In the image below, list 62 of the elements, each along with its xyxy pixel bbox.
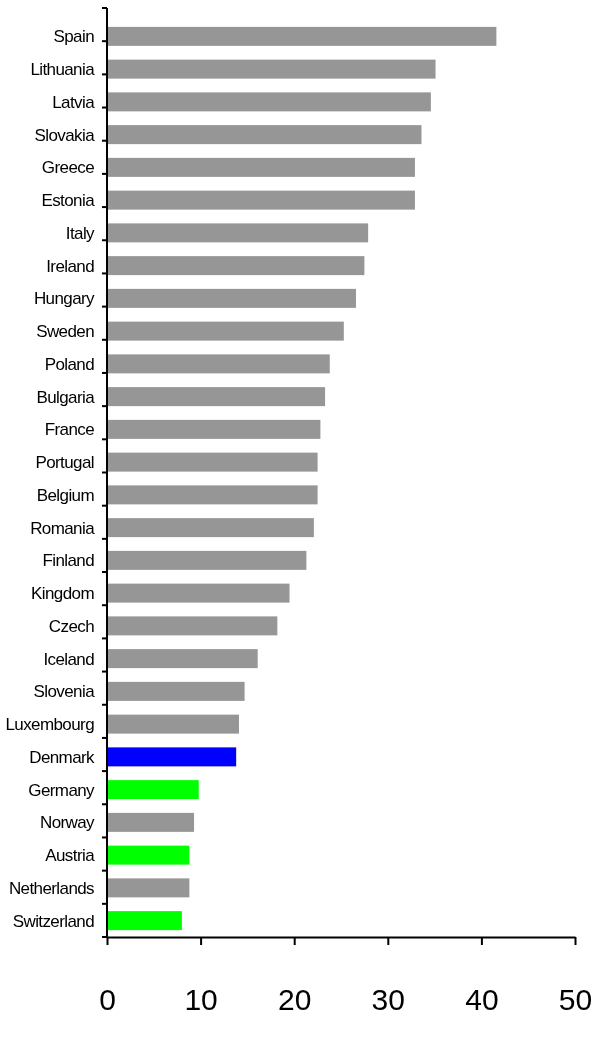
bar xyxy=(107,190,415,210)
bar xyxy=(107,845,190,865)
bar xyxy=(107,321,344,341)
y-tick-label: Belgium xyxy=(36,485,95,505)
y-tick-label: Luxembourg xyxy=(5,715,95,735)
bar xyxy=(107,354,330,374)
y-tick-label: Finland xyxy=(42,551,95,571)
x-tick-label: 40 xyxy=(465,983,499,1017)
bar xyxy=(107,26,497,46)
bar xyxy=(107,59,436,79)
bar xyxy=(107,387,326,407)
bar xyxy=(107,550,307,570)
bar xyxy=(107,223,369,243)
y-tick-label: Sweden xyxy=(36,322,95,342)
bar xyxy=(107,780,199,800)
y-tick-label: Austria xyxy=(45,846,96,866)
y-tick-label: France xyxy=(44,420,95,440)
y-tick-label: Netherlands xyxy=(8,878,95,898)
bar xyxy=(107,812,195,832)
y-tick-label: Romania xyxy=(30,518,96,538)
y-tick-label: Slovenia xyxy=(33,682,96,702)
bar xyxy=(107,878,190,898)
bar xyxy=(107,485,318,505)
bar xyxy=(107,125,422,145)
bar xyxy=(107,92,431,112)
y-tick-label: Portugal xyxy=(35,453,94,473)
y-tick-label: Ireland xyxy=(46,256,95,276)
y-tick-label: Lithuania xyxy=(30,60,96,80)
y-tick-label: Italy xyxy=(65,223,96,243)
x-tick-label: 10 xyxy=(184,983,218,1017)
bar xyxy=(107,583,290,603)
y-tick-label: Latvia xyxy=(52,92,96,112)
y-tick-label: Bulgaria xyxy=(36,387,96,407)
bar xyxy=(107,518,314,538)
y-tick-label: Switzerland xyxy=(12,911,95,931)
y-tick-label: Denmark xyxy=(29,747,96,767)
bar xyxy=(107,157,415,177)
y-tick-label: Czech xyxy=(48,616,95,636)
bar xyxy=(107,288,356,308)
y-tick-label: Greece xyxy=(41,158,95,178)
x-tick-label: 20 xyxy=(278,983,312,1017)
bar xyxy=(107,911,182,931)
y-tick-label: Estonia xyxy=(41,191,96,211)
y-tick-label: Slovakia xyxy=(34,125,96,145)
bar xyxy=(107,747,237,767)
y-tick-label: Germany xyxy=(28,780,96,800)
y-tick-label: Poland xyxy=(44,354,95,374)
y-tick-label: Iceland xyxy=(43,649,95,669)
y-tick-label: Norway xyxy=(39,813,96,833)
bar xyxy=(107,452,318,472)
x-tick-label: 0 xyxy=(99,983,116,1017)
y-tick-label: Kingdom xyxy=(31,584,95,604)
y-tick-label: Hungary xyxy=(33,289,96,309)
y-tick-label: Spain xyxy=(53,27,95,47)
x-tick-label: 50 xyxy=(558,983,593,1017)
x-tick-label: 30 xyxy=(371,983,405,1017)
bar xyxy=(107,616,278,636)
bar xyxy=(107,256,365,276)
bar xyxy=(107,681,245,701)
bar xyxy=(107,714,239,734)
bar xyxy=(107,419,321,439)
bar xyxy=(107,649,258,669)
